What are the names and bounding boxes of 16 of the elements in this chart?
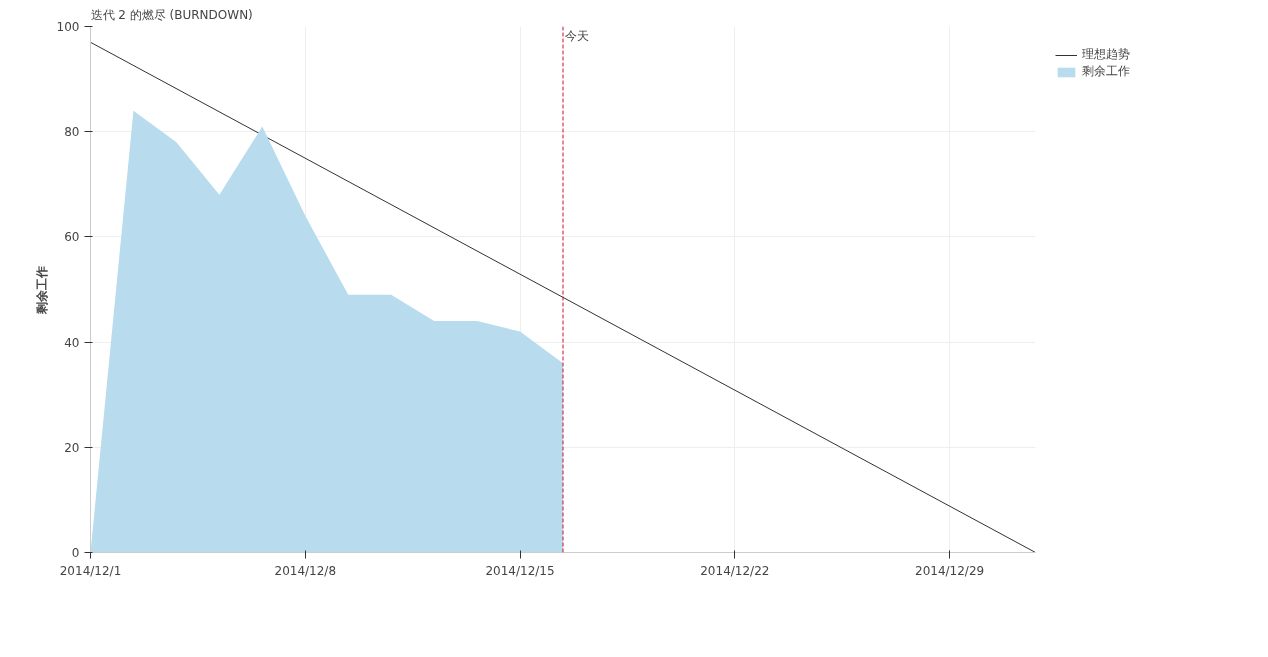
x-tick-label: 2014/12/15 (485, 563, 555, 578)
y-axis-title: 剩余工作 (34, 265, 49, 315)
y-tick-label: 40 (64, 335, 80, 350)
y-tick-label: 20 (64, 440, 80, 455)
x-tick-label: 2014/12/22 (700, 563, 770, 578)
y-tick-label: 0 (71, 546, 80, 560)
legend-label: 剩余工作 (1082, 63, 1130, 80)
y-tick-label: 60 (64, 230, 80, 245)
x-tick-label: 2014/12/29 (915, 563, 985, 578)
ref-line-label: 今天 (565, 28, 589, 43)
legend-label: 理想趋势 (1082, 46, 1130, 63)
y-tick-label: 100 (56, 20, 80, 34)
chart-title: 迭代 2 的燃尽 (BURNDOWN) (90, 7, 253, 22)
y-tick-label: 80 (64, 125, 80, 140)
x-tick-label: 2014/12/8 (274, 563, 337, 578)
x-tick-label: 2014/12/1 (59, 563, 122, 578)
